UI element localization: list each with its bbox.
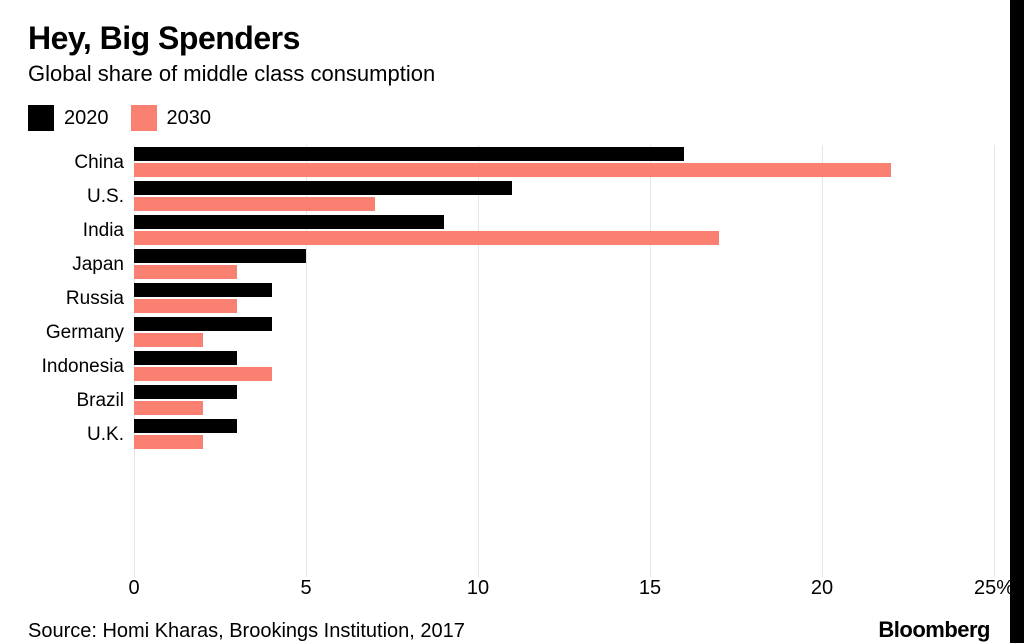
- y-axis-labels: ChinaU.S.IndiaJapanRussiaGermanyIndonesi…: [28, 145, 134, 451]
- bar-row: [134, 315, 994, 349]
- legend-label: 2030: [167, 107, 212, 130]
- plot-area: ChinaU.S.IndiaJapanRussiaGermanyIndonesi…: [28, 145, 994, 451]
- y-axis-label: Germany: [28, 315, 124, 349]
- bar: [134, 401, 203, 415]
- y-axis-label: Brazil: [28, 383, 124, 417]
- y-axis-label: Russia: [28, 281, 124, 315]
- y-axis-label: U.S.: [28, 179, 124, 213]
- x-tick-label: 25%: [974, 577, 1014, 600]
- legend-label: 2020: [64, 107, 109, 130]
- y-axis-label: India: [28, 213, 124, 247]
- source-text: Source: Homi Kharas, Brookings Instituti…: [28, 620, 465, 643]
- x-axis: 0510152025%: [134, 571, 994, 605]
- side-band: [1010, 0, 1024, 643]
- legend-swatch: [131, 105, 157, 131]
- chart-subtitle: Global share of middle class consumption: [28, 61, 994, 87]
- chart-footer: Source: Homi Kharas, Brookings Instituti…: [28, 617, 994, 643]
- bar: [134, 231, 719, 245]
- bar: [134, 317, 272, 331]
- legend-item-2020: 2020: [28, 105, 109, 131]
- bar: [134, 265, 237, 279]
- legend-item-2030: 2030: [131, 105, 212, 131]
- bar: [134, 249, 306, 263]
- bar-row: [134, 213, 994, 247]
- x-tick-label: 5: [300, 577, 311, 600]
- legend: 2020 2030: [28, 105, 994, 131]
- bar: [134, 299, 237, 313]
- bar: [134, 163, 891, 177]
- x-tick-label: 20: [811, 577, 833, 600]
- bar-row: [134, 349, 994, 383]
- bar-row: [134, 247, 994, 281]
- x-tick-label: 0: [128, 577, 139, 600]
- bar: [134, 181, 512, 195]
- bar-row: [134, 281, 994, 315]
- chart-card: Hey, Big Spenders Global share of middle…: [28, 14, 994, 628]
- bar: [134, 367, 272, 381]
- y-axis-label: Japan: [28, 247, 124, 281]
- bar: [134, 351, 237, 365]
- chart-title: Hey, Big Spenders: [28, 20, 994, 57]
- gridline: [994, 145, 995, 577]
- bar: [134, 419, 237, 433]
- bar-row: [134, 145, 994, 179]
- bar-row: [134, 383, 994, 417]
- bar: [134, 215, 444, 229]
- y-axis-label: Indonesia: [28, 349, 124, 383]
- bar-row: [134, 417, 994, 451]
- bar: [134, 385, 237, 399]
- x-tick-label: 15: [639, 577, 661, 600]
- bar-row: [134, 179, 994, 213]
- chart-frame: Hey, Big Spenders Global share of middle…: [0, 0, 1024, 643]
- bar: [134, 333, 203, 347]
- y-axis-label: U.K.: [28, 417, 124, 451]
- legend-swatch: [28, 105, 54, 131]
- plot: [134, 145, 994, 451]
- x-tick-label: 10: [467, 577, 489, 600]
- bar: [134, 197, 375, 211]
- bar: [134, 147, 684, 161]
- bars-container: [134, 145, 994, 451]
- bar: [134, 283, 272, 297]
- bar: [134, 435, 203, 449]
- y-axis-label: China: [28, 145, 124, 179]
- brand-label: Bloomberg: [878, 617, 990, 643]
